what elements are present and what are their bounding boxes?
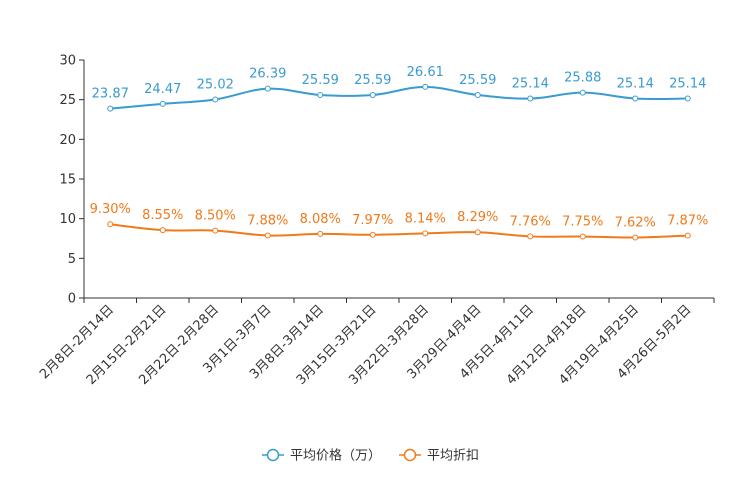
data-point — [422, 230, 429, 237]
legend: 平均价格（万） 平均折扣 — [262, 448, 479, 464]
data-label: 25.14 — [512, 77, 549, 92]
data-point — [422, 83, 429, 90]
data-label: 25.59 — [459, 73, 496, 88]
data-label: 25.14 — [617, 77, 654, 92]
data-label: 23.87 — [92, 87, 129, 102]
data-labels: 23.87 24.47 25.02 26.39 25.59 25.59 26.61 25.59… — [90, 65, 709, 231]
data-label: 25.88 — [564, 71, 601, 86]
data-label: 7.62% — [615, 216, 656, 231]
y-tick-label: 30 — [59, 54, 76, 69]
series-layer — [107, 83, 691, 241]
series-line-1 — [110, 223, 688, 239]
data-label: 7.97% — [352, 213, 393, 228]
data-point — [159, 227, 166, 234]
data-label: 8.50% — [195, 209, 236, 224]
data-label: 7.76% — [510, 214, 551, 229]
y-tick-label: 5 — [68, 252, 76, 267]
data-point — [369, 91, 376, 98]
data-point — [107, 105, 114, 112]
legend-circle-icon — [266, 448, 280, 462]
data-point — [107, 221, 114, 228]
data-label: 8.29% — [457, 210, 498, 225]
legend-label: 平均折扣 — [427, 449, 479, 464]
data-point — [632, 234, 639, 241]
data-point — [159, 100, 166, 107]
data-label: 7.87% — [667, 214, 708, 229]
legend-circle-icon — [403, 448, 417, 462]
data-point — [264, 232, 271, 239]
data-point — [632, 95, 639, 102]
data-label: 25.14 — [669, 77, 706, 92]
data-label: 25.59 — [354, 73, 391, 88]
data-label: 7.88% — [247, 213, 288, 228]
data-label: 25.59 — [302, 73, 339, 88]
data-point — [527, 95, 534, 102]
data-label: 7.75% — [562, 215, 603, 230]
data-label: 26.39 — [249, 67, 286, 82]
data-label: 26.61 — [407, 65, 444, 80]
data-label: 24.47 — [144, 82, 181, 97]
data-point — [527, 233, 534, 240]
data-point — [474, 229, 481, 236]
data-point — [212, 227, 219, 234]
data-point — [317, 91, 324, 98]
data-point — [579, 233, 586, 240]
y-tick-label: 0 — [68, 292, 76, 307]
data-point — [264, 85, 271, 92]
y-tick-label: 10 — [59, 212, 76, 227]
data-point — [684, 95, 691, 102]
data-label: 9.30% — [90, 202, 131, 217]
data-label: 8.08% — [300, 212, 341, 227]
data-point — [474, 91, 481, 98]
data-point — [317, 230, 324, 237]
series-line-0 — [110, 85, 688, 110]
y-tick-label: 15 — [59, 173, 76, 188]
y-tick-label: 20 — [59, 133, 76, 148]
data-label: 25.02 — [197, 78, 234, 93]
y-tick-label: 25 — [59, 93, 76, 108]
legend-label: 平均价格（万） — [290, 448, 381, 464]
data-label: 8.55% — [142, 208, 183, 223]
data-point — [684, 232, 691, 239]
data-point — [369, 231, 376, 238]
data-point — [212, 96, 219, 103]
data-point — [579, 89, 586, 96]
data-label: 8.14% — [405, 211, 446, 226]
